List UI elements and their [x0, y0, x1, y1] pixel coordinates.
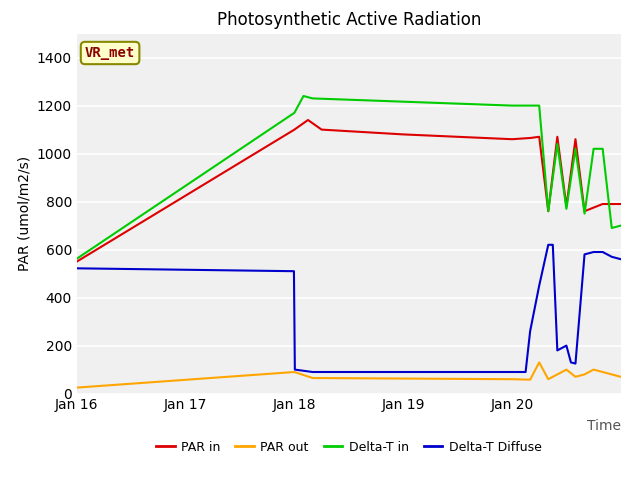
Text: VR_met: VR_met [85, 46, 135, 60]
Y-axis label: PAR (umol/m2/s): PAR (umol/m2/s) [17, 156, 31, 271]
Text: Time: Time [587, 419, 621, 433]
Legend: PAR in, PAR out, Delta-T in, Delta-T Diffuse: PAR in, PAR out, Delta-T in, Delta-T Dif… [151, 436, 547, 459]
Title: Photosynthetic Active Radiation: Photosynthetic Active Radiation [216, 11, 481, 29]
